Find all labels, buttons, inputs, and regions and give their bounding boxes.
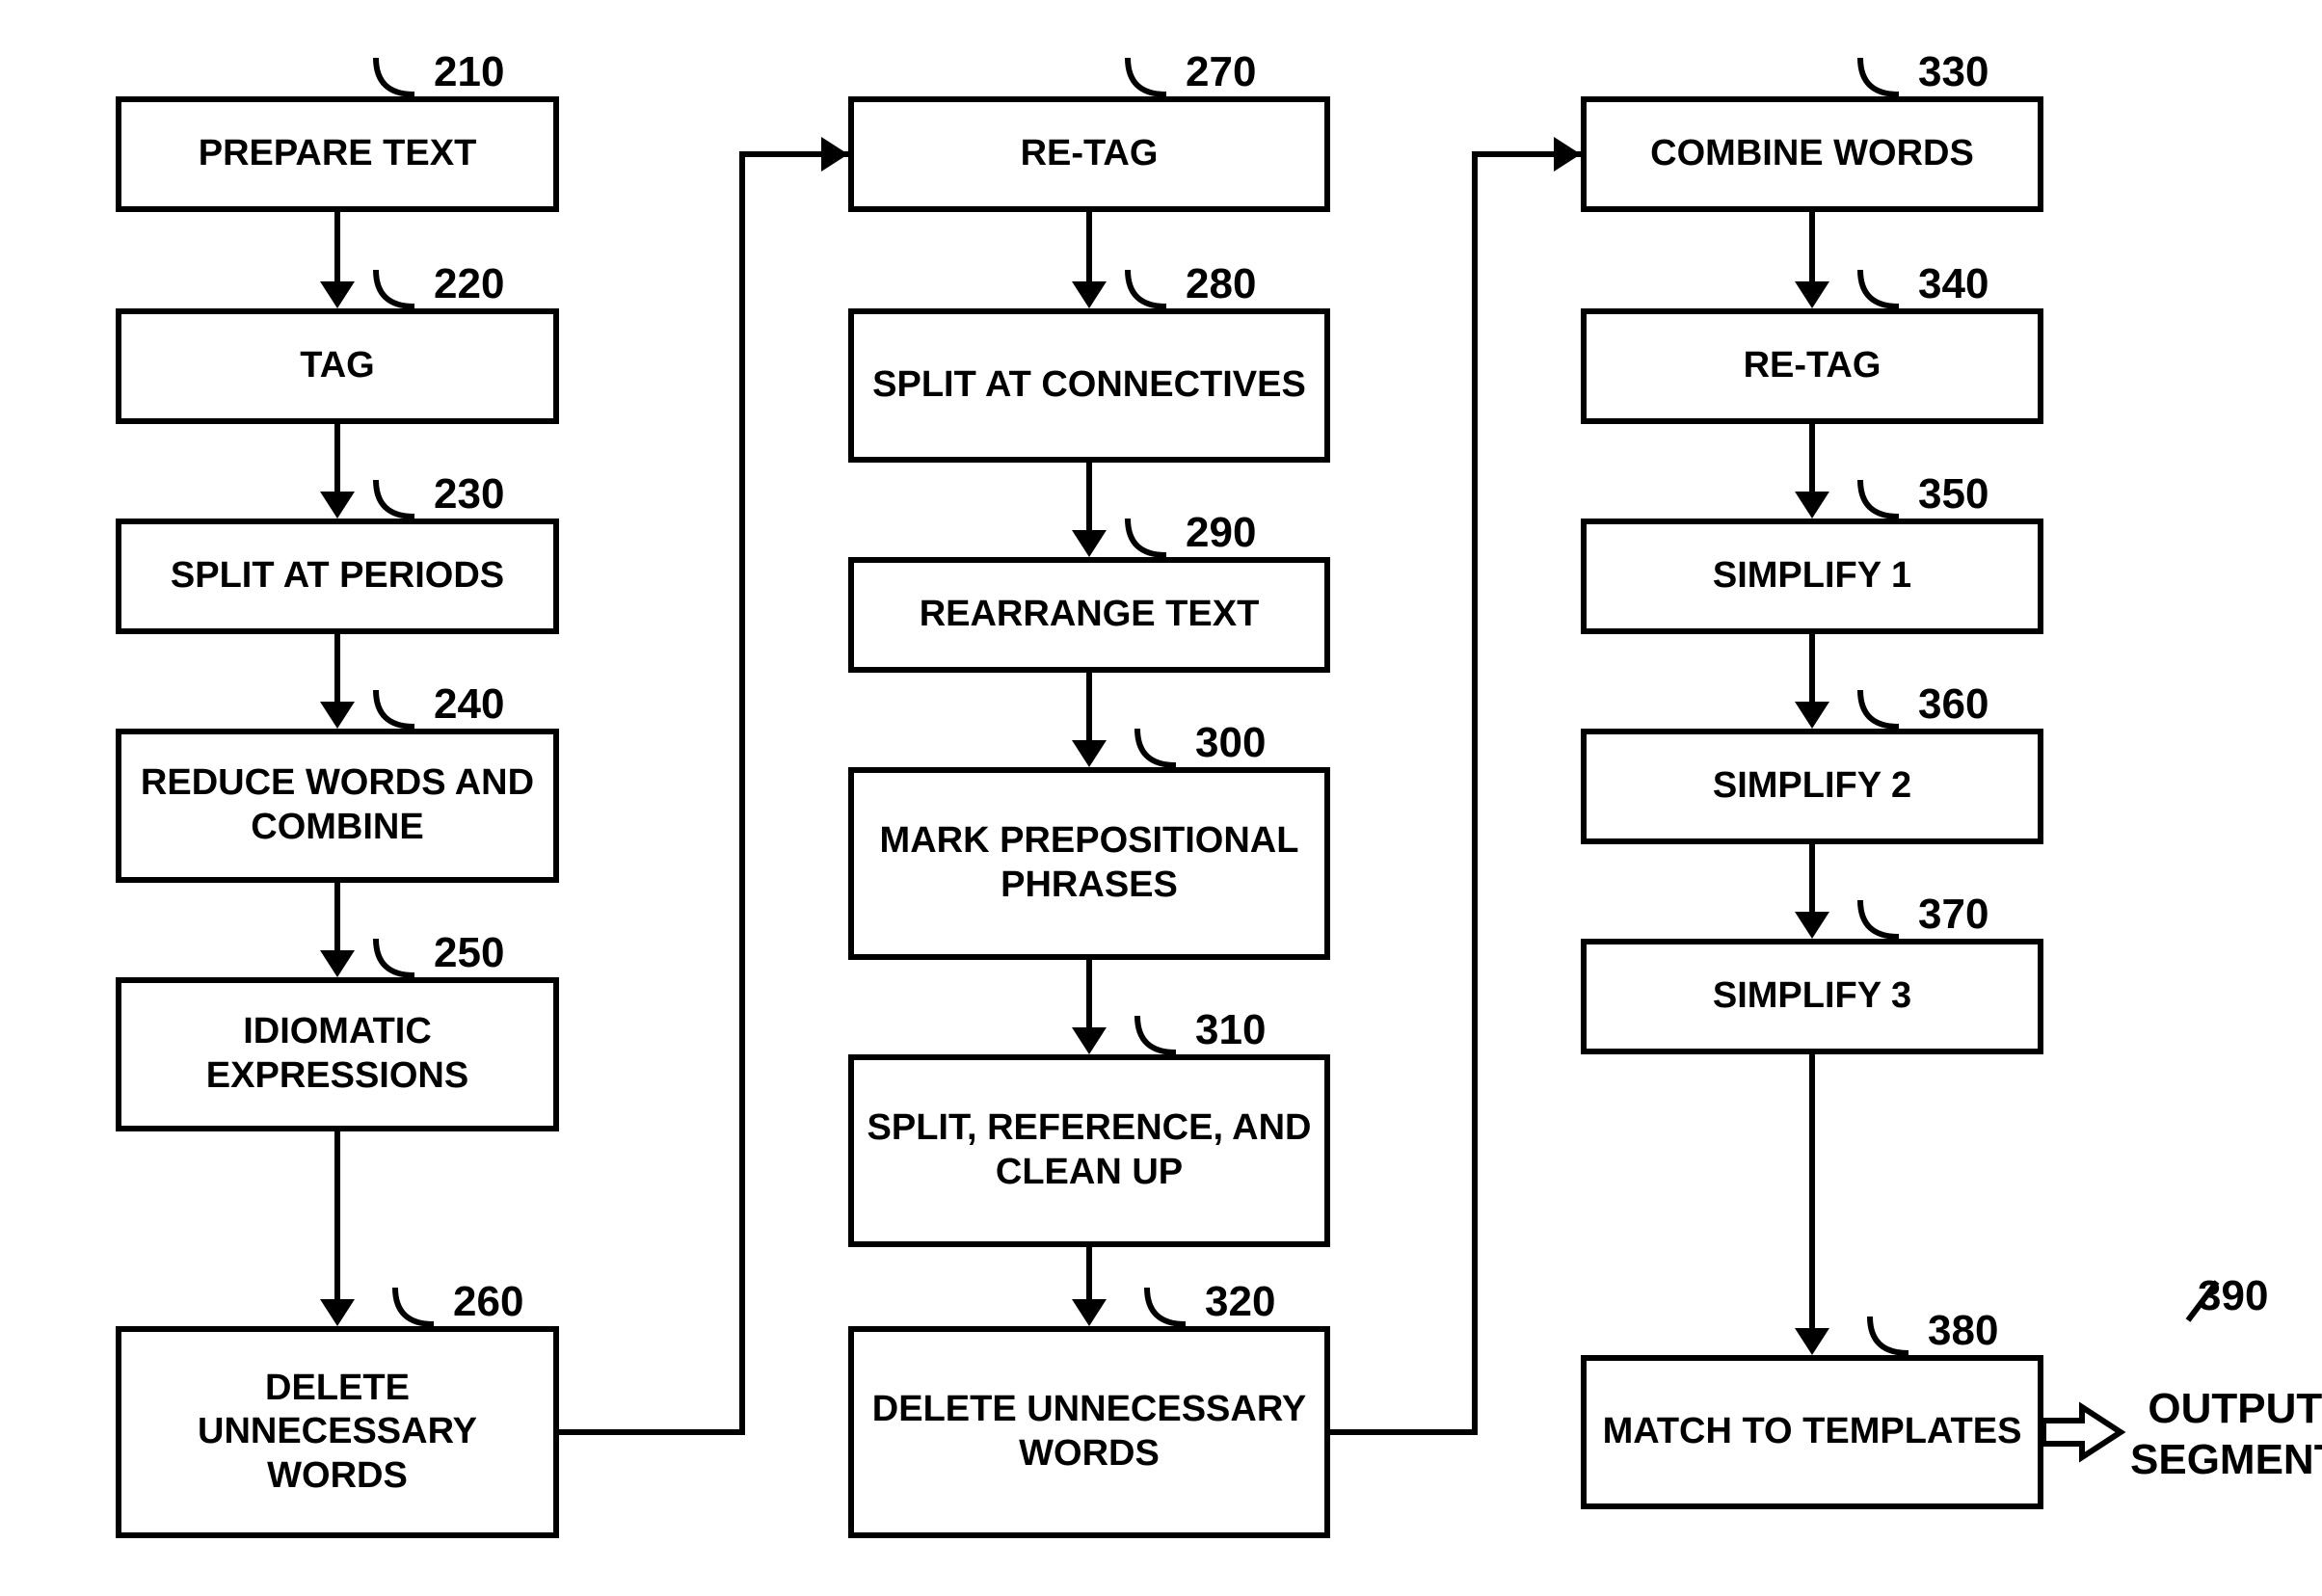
output-label: OUTPUTSEGMENT <box>2130 1384 2322 1486</box>
flow-node-label: SIMPLIFY 2 <box>1713 764 1911 809</box>
ref-label-260: 260 <box>453 1278 523 1326</box>
flow-node-label: MATCH TO TEMPLATES <box>1603 1410 2022 1454</box>
flow-node-n240: REDUCE WORDS AND COMBINE <box>116 729 559 883</box>
flow-node-label: MARK PREPOSITIONAL PHRASES <box>864 819 1315 907</box>
flow-node-n210: PREPARE TEXT <box>116 96 559 212</box>
flow-node-n340: RE-TAG <box>1581 308 2043 424</box>
flow-node-n270: RE-TAG <box>848 96 1330 212</box>
flow-node-n310: SPLIT, REFERENCE, AND CLEAN UP <box>848 1054 1330 1247</box>
flow-node-n250: IDIOMATIC EXPRESSIONS <box>116 977 559 1131</box>
flow-node-n370: SIMPLIFY 3 <box>1581 939 2043 1054</box>
ref-label-290: 290 <box>1186 509 1256 557</box>
flow-node-label: RE-TAG <box>1744 344 1882 388</box>
ref-label-280: 280 <box>1186 260 1256 308</box>
flow-node-n300: MARK PREPOSITIONAL PHRASES <box>848 767 1330 960</box>
ref-label-270: 270 <box>1186 48 1256 96</box>
flow-node-label: SPLIT AT CONNECTIVES <box>872 363 1306 408</box>
flow-node-label: SPLIT AT PERIODS <box>171 554 504 598</box>
ref-label-250: 250 <box>434 929 504 977</box>
flow-node-label: SPLIT, REFERENCE, AND CLEAN UP <box>864 1106 1315 1194</box>
ref-label-230: 230 <box>434 470 504 519</box>
ref-label-210: 210 <box>434 48 504 96</box>
ref-label-340: 340 <box>1918 260 1988 308</box>
ref-label-350: 350 <box>1918 470 1988 519</box>
ref-label-380: 380 <box>1928 1307 1998 1355</box>
ref-label-370: 370 <box>1918 891 1988 939</box>
ref-label-320: 320 <box>1205 1278 1275 1326</box>
ref-label-390: 390 <box>2198 1272 2268 1320</box>
flow-node-label: DELETE UNNECESSARY WORDS <box>131 1367 544 1499</box>
flow-node-label: PREPARE TEXT <box>199 132 477 176</box>
ref-label-310: 310 <box>1195 1006 1266 1054</box>
ref-label-240: 240 <box>434 680 504 729</box>
flow-node-label: RE-TAG <box>1021 132 1159 176</box>
flow-node-n230: SPLIT AT PERIODS <box>116 519 559 634</box>
flow-node-n290: REARRANGE TEXT <box>848 557 1330 673</box>
flow-node-label: REARRANGE TEXT <box>920 593 1260 637</box>
flow-node-n220: TAG <box>116 308 559 424</box>
flow-node-label: COMBINE WORDS <box>1650 132 1974 176</box>
flow-node-n330: COMBINE WORDS <box>1581 96 2043 212</box>
flow-node-label: DELETE UNNECESSARY WORDS <box>864 1388 1315 1476</box>
flow-node-label: IDIOMATIC EXPRESSIONS <box>131 1010 544 1098</box>
flow-node-n350: SIMPLIFY 1 <box>1581 519 2043 634</box>
flow-node-label: TAG <box>300 344 374 388</box>
flowchart-canvas: PREPARE TEXT 210 TAG 220 SPLIT AT PERIODS 230… <box>0 0 2322 1596</box>
flow-node-n360: SIMPLIFY 2 <box>1581 729 2043 844</box>
flow-node-label: SIMPLIFY 3 <box>1713 974 1911 1019</box>
flow-node-n380: MATCH TO TEMPLATES <box>1581 1355 2043 1509</box>
ref-label-360: 360 <box>1918 680 1988 729</box>
ref-label-300: 300 <box>1195 719 1266 767</box>
flow-node-n320: DELETE UNNECESSARY WORDS <box>848 1326 1330 1538</box>
ref-label-330: 330 <box>1918 48 1988 96</box>
flow-node-n280: SPLIT AT CONNECTIVES <box>848 308 1330 463</box>
flow-node-label: REDUCE WORDS AND COMBINE <box>131 761 544 849</box>
flow-node-label: SIMPLIFY 1 <box>1713 554 1911 598</box>
ref-label-220: 220 <box>434 260 504 308</box>
flow-node-n260: DELETE UNNECESSARY WORDS <box>116 1326 559 1538</box>
